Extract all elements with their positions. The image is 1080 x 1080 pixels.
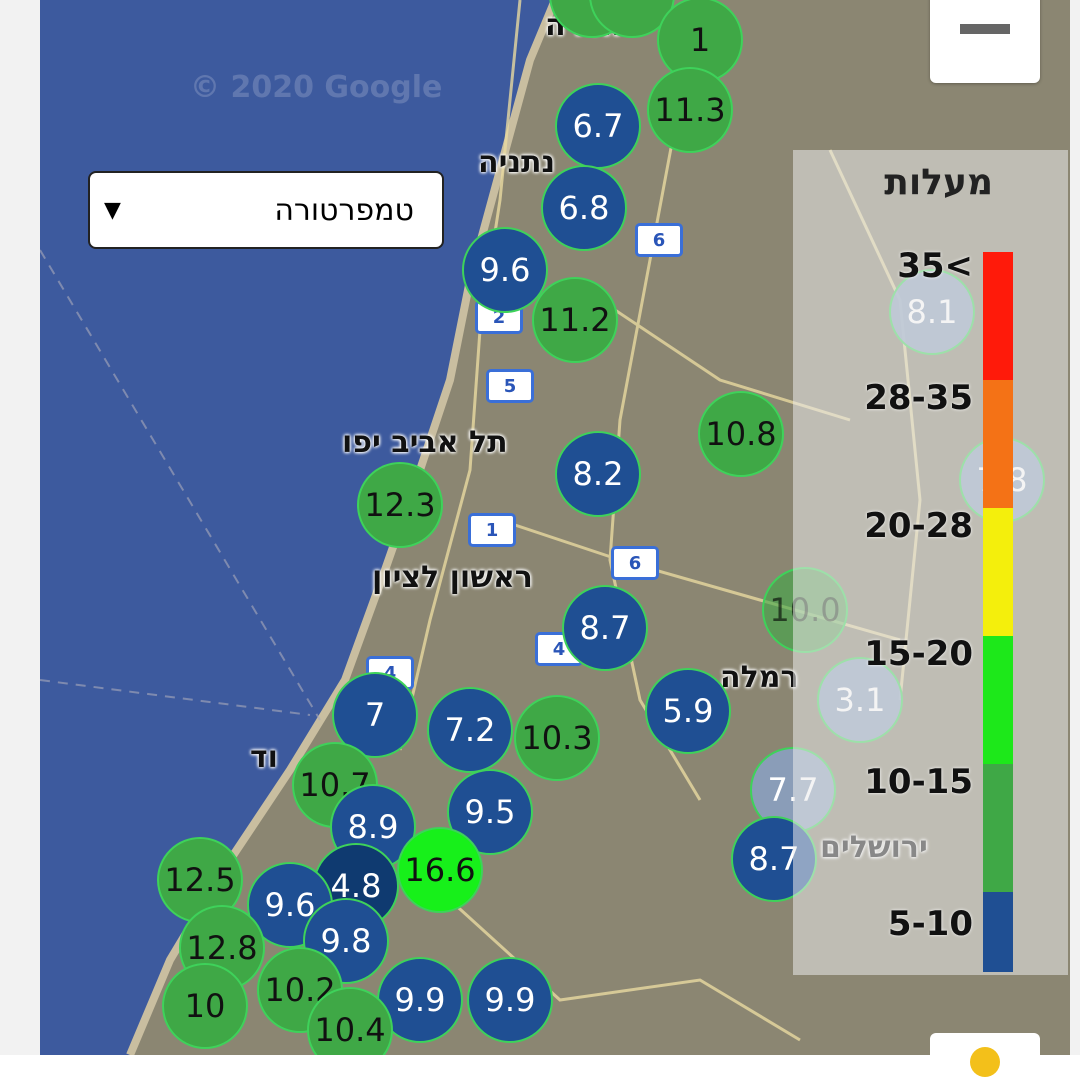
place-label: וד xyxy=(250,740,278,775)
legend-title: מעלות xyxy=(884,162,993,203)
place-label: נתניה xyxy=(478,145,556,180)
chevron-down-icon: ▼ xyxy=(104,197,121,223)
station-value: 10.4 xyxy=(314,1011,386,1049)
station-marker[interactable]: 12.3 xyxy=(357,462,443,548)
road-shield: 1 xyxy=(468,513,516,547)
place-label: רמלה xyxy=(720,660,799,695)
legend-range-label: 20-28 xyxy=(864,506,973,546)
legend-range-label: 28-35 xyxy=(864,378,973,418)
station-value: 11.2 xyxy=(539,301,611,339)
station-marker[interactable]: 11.2 xyxy=(532,277,618,363)
map-watermark: © 2020 Google xyxy=(190,70,443,105)
station-marker[interactable]: 6.8 xyxy=(541,165,627,251)
station-value: 9.9 xyxy=(484,981,536,1019)
station-marker[interactable]: 1 xyxy=(657,0,743,83)
station-marker[interactable]: 9.5 xyxy=(447,769,533,855)
station-value: 9.6 xyxy=(479,251,531,289)
station-value: 1 xyxy=(689,21,711,59)
sea xyxy=(40,0,555,1055)
station-marker[interactable]: 7.2 xyxy=(427,687,513,773)
legend-range-label: 15-20 xyxy=(864,634,973,674)
pegman-icon xyxy=(970,1047,1000,1077)
station-value: 12.3 xyxy=(364,486,436,524)
station-value: 8.9 xyxy=(347,808,399,846)
station-value: 9.6 xyxy=(264,886,316,924)
bottom-bar xyxy=(0,1055,1080,1080)
station-value: 9.9 xyxy=(394,981,446,1019)
station-value: 7 xyxy=(364,696,386,734)
legend-color-swatch xyxy=(983,252,1013,380)
station-value: 9.8 xyxy=(320,922,372,960)
legend-color-swatch xyxy=(983,636,1013,764)
station-value: 12.5 xyxy=(164,861,236,899)
station-value: 6.7 xyxy=(572,107,624,145)
dropdown-value: טמפרטורה xyxy=(274,192,414,228)
station-value: 9.5 xyxy=(464,793,516,831)
minus-icon xyxy=(960,24,1010,34)
pegman-button[interactable] xyxy=(930,1033,1040,1077)
legend-range-label: 10-15 xyxy=(864,762,973,802)
place-label: ראשון לציון xyxy=(372,560,533,595)
station-marker[interactable]: 9.9 xyxy=(467,957,553,1043)
legend-range-label: 35< xyxy=(897,246,973,286)
station-marker[interactable]: 10.3 xyxy=(514,695,600,781)
station-value: 10.8 xyxy=(705,415,777,453)
station-marker[interactable]: 9.8 xyxy=(303,898,389,984)
station-marker[interactable]: 9.6 xyxy=(462,227,548,313)
station-marker[interactable]: 10.8 xyxy=(698,391,784,477)
station-value: 5.9 xyxy=(662,692,714,730)
legend-range-label: 5-10 xyxy=(887,904,973,944)
station-value: 16.6 xyxy=(404,851,476,889)
station-value: 11.3 xyxy=(654,91,726,129)
station-marker[interactable]: 16.6 xyxy=(397,827,483,913)
station-marker[interactable]: 11.3 xyxy=(647,67,733,153)
station-marker[interactable]: 8.2 xyxy=(555,431,641,517)
legend-color-swatch xyxy=(983,892,1013,972)
station-value: 8.2 xyxy=(572,455,624,493)
legend-color-swatch xyxy=(983,508,1013,636)
station-value: 6.8 xyxy=(558,189,610,227)
station-value: 10.3 xyxy=(521,719,593,757)
station-marker[interactable]: 10.4 xyxy=(307,987,393,1055)
parameter-dropdown[interactable]: ▼ טמפרטורה xyxy=(88,171,444,249)
station-marker[interactable]: 5.9 xyxy=(645,668,731,754)
station-marker[interactable]: 10 xyxy=(162,963,248,1049)
legend: מעלות 35< 28-35 20-28 15-20 10-15 5-10 xyxy=(793,150,1068,975)
road-shield: 5 xyxy=(486,369,534,403)
station-marker[interactable]: 6.7 xyxy=(555,83,641,169)
station-value: 12.8 xyxy=(186,929,258,967)
road-shield: 6 xyxy=(611,546,659,580)
place-label: תל אביב יפו xyxy=(342,425,508,460)
station-value: 7.2 xyxy=(444,711,496,749)
road-shield: 6 xyxy=(635,223,683,257)
station-value: 8.7 xyxy=(748,840,800,878)
legend-color-swatch xyxy=(983,764,1013,892)
station-marker[interactable]: 8.7 xyxy=(562,585,648,671)
zoom-out-button[interactable] xyxy=(930,0,1040,83)
station-value: 8.7 xyxy=(579,609,631,647)
station-value: 10 xyxy=(184,987,226,1025)
legend-color-swatch xyxy=(983,380,1013,508)
